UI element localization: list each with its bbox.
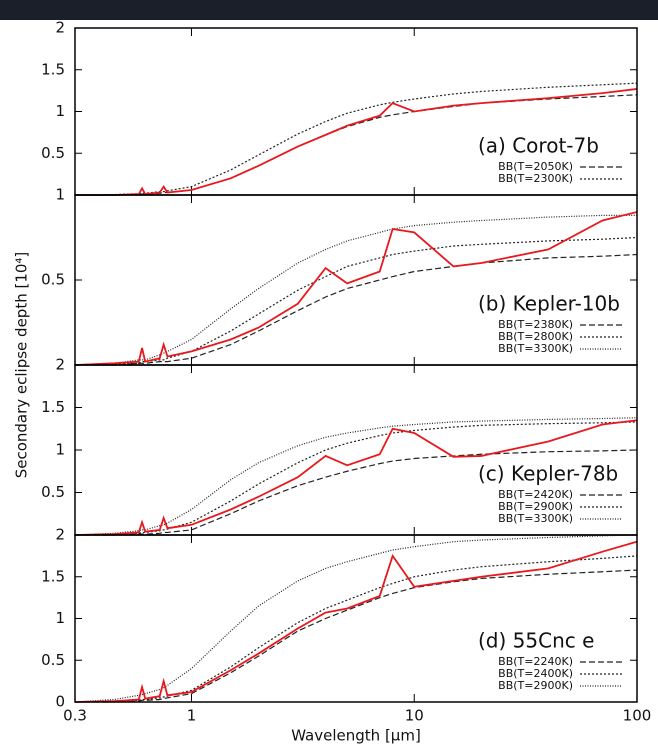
series-line: [74, 419, 638, 536]
y-tick-label: 1.5: [41, 60, 65, 78]
y-tick-label: 0: [55, 693, 65, 711]
series-line: [74, 555, 638, 703]
series-line: [74, 417, 638, 536]
x-tick-label: 0.3: [63, 707, 87, 725]
legend-label: BB(T=2800K): [498, 330, 573, 343]
panel-label: (d) 55Cnc e: [478, 629, 594, 653]
legend-label: BB(T=2050K): [498, 160, 573, 173]
y-tick-label: 0.5: [41, 483, 65, 501]
y-tick-label: 1.5: [41, 398, 65, 416]
y-tick-label: 2: [55, 19, 65, 37]
y-tick-label: 0.5: [41, 271, 65, 289]
legend-label: BB(T=2300K): [498, 172, 573, 185]
series-line: [75, 88, 638, 196]
series-line: [75, 449, 638, 536]
y-tick-label: 2: [55, 526, 65, 544]
legend-label: BB(T=2380K): [498, 318, 573, 331]
x-tick-label: 1: [187, 707, 197, 725]
panel-label: (a) Corot-7b: [478, 134, 599, 158]
x-tick-label: 10: [405, 707, 424, 725]
y-tick-label: 1: [55, 102, 65, 120]
legend-label: BB(T=3300K): [498, 342, 573, 355]
legend-label: BB(T=3300K): [498, 512, 573, 525]
y-tick-label: 1.5: [41, 567, 65, 585]
series-line: [74, 540, 638, 703]
legend-label: BB(T=2900K): [498, 500, 573, 513]
legend-label: BB(T=2400K): [498, 667, 573, 680]
y-tick-label: 1: [55, 609, 65, 627]
x-tick-label: 100: [623, 707, 652, 725]
panel-label: (b) Kepler-10b: [478, 292, 620, 316]
series-line: [74, 534, 638, 703]
y-tick-label: 1: [55, 441, 65, 459]
header-strip: [0, 0, 658, 20]
y-tick-label: 1: [55, 186, 65, 204]
series-line: [74, 236, 638, 366]
series-line: [74, 82, 638, 196]
legend-label: BB(T=2420K): [498, 488, 573, 501]
y-tick-label: 2: [55, 356, 65, 374]
panel-label: (c) Kepler-78b: [478, 462, 618, 486]
series-line: [74, 211, 638, 366]
figure-bg: [0, 20, 658, 747]
plot-frame: [74, 534, 638, 703]
series-line: [74, 421, 638, 536]
legend-label: BB(T=2900K): [498, 679, 573, 692]
y-tick-label: 0.5: [41, 651, 65, 669]
series-line: [75, 569, 638, 703]
x-axis-label: Wavelength [μm]: [291, 727, 421, 745]
y-tick-label: 0.5: [41, 144, 65, 162]
y-axis-label: Secondary eclipse depth [10⁴]: [13, 252, 31, 479]
legend-label: BB(T=2240K): [498, 655, 573, 668]
